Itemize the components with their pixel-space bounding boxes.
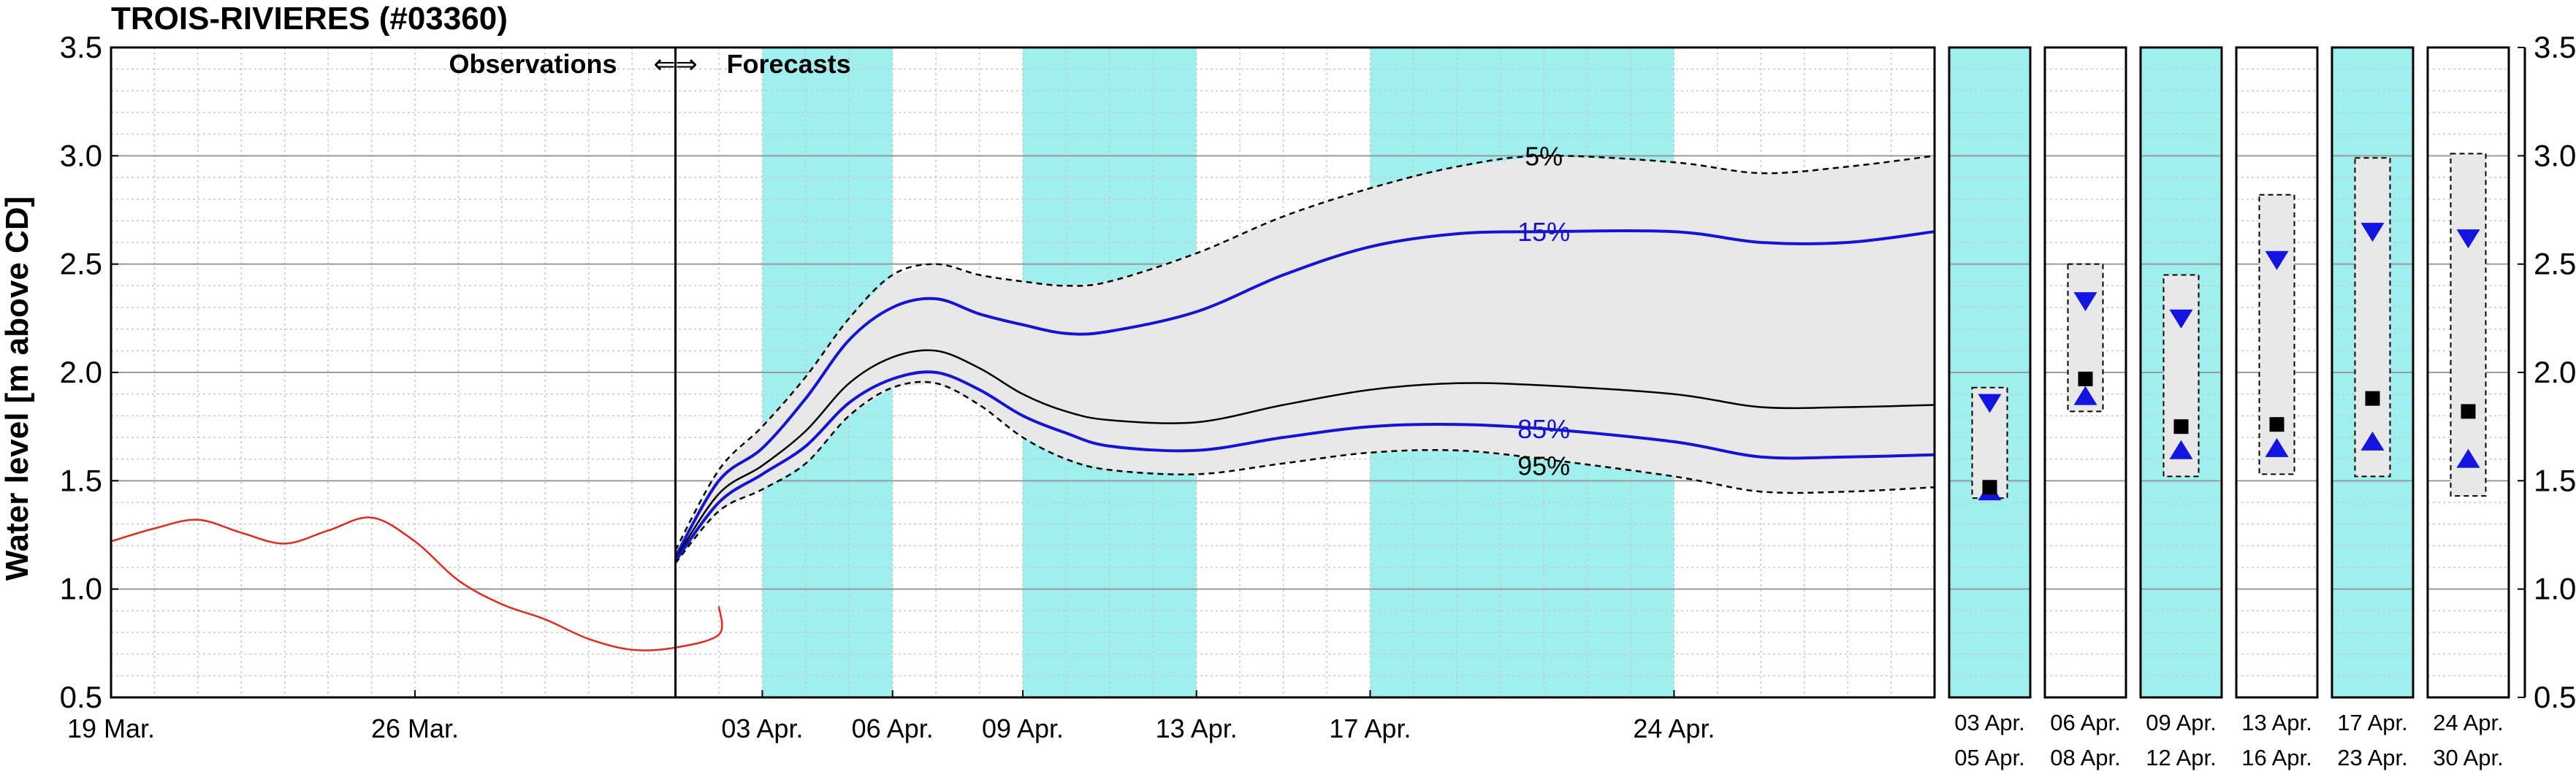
forecasts-label: Forecasts (727, 49, 851, 79)
y-axis-label: Water level [m above CD] (0, 196, 35, 581)
y-tick-label-left: 1.5 (60, 463, 102, 497)
y-tick-label-left: 1.0 (60, 572, 102, 606)
observations-line (110, 516, 723, 651)
period-label-start: 06 Apr. (2050, 710, 2121, 735)
plot-area: 5% 15% 85% 95% Observations ⇐⇒ Forecasts 0.5 0.5… (60, 30, 2576, 770)
y-tick-label-right: 1.5 (2534, 463, 2576, 497)
series-label: 95% (1517, 451, 1570, 481)
forecast-uncertainty-band (675, 156, 1935, 564)
series-line-5pct (674, 154, 1935, 551)
period-min-marker (2073, 386, 2097, 405)
y-tick-label-right: 3.5 (2534, 30, 2576, 64)
y-tick-label-left: 2.5 (60, 247, 102, 281)
series-label: 15% (1517, 217, 1570, 247)
y-tick-label-right: 2.0 (2534, 355, 2576, 389)
y-tick-label-right: 0.5 (2534, 680, 2576, 714)
period-median-marker (2269, 417, 2285, 432)
x-tick-label: 19 Mar. (67, 713, 155, 743)
period-range-box (2450, 153, 2487, 497)
x-tick-label: 09 Apr. (982, 713, 1064, 743)
period-max-marker (2265, 250, 2289, 270)
series-label: 85% (1517, 414, 1570, 444)
series-line-15pct (674, 229, 1935, 558)
x-tick-label: 06 Apr. (852, 713, 934, 743)
period-min-marker (2265, 437, 2289, 457)
period-panel: 24 Apr. 30 Apr. (2426, 46, 2510, 770)
x-tick-label: 26 Mar. (371, 713, 459, 743)
x-tick-label: 13 Apr. (1156, 713, 1238, 743)
period-median-marker (2078, 371, 2093, 386)
period-panel-frame (2139, 46, 2223, 699)
period-panel-frame (2235, 46, 2319, 699)
y-tick-label-left: 3.0 (60, 138, 102, 172)
period-label-end: 05 Apr. (1954, 745, 2025, 770)
period-label-start: 24 Apr. (2433, 710, 2504, 735)
period-label-end: 30 Apr. (2433, 745, 2504, 770)
period-range-box (2162, 274, 2200, 478)
x-tick-label: 24 Apr. (1633, 713, 1715, 743)
period-panel-frame (2426, 46, 2510, 699)
series-line-95pct (674, 380, 1935, 564)
period-label-end: 08 Apr. (2050, 745, 2121, 770)
period-panel-frame (2331, 46, 2415, 699)
period-panel: 13 Apr. 16 Apr. (2235, 46, 2319, 770)
period-label-start: 03 Apr. (1954, 710, 2025, 735)
chart-title: TROIS-RIVIERES (#03360) (111, 1, 508, 37)
period-max-marker (2456, 229, 2480, 249)
period-max-marker (2360, 223, 2385, 242)
period-panel-frame (1948, 46, 2032, 699)
period-range-box (1971, 386, 2008, 500)
period-label-start: 17 Apr. (2337, 710, 2408, 735)
y-tick-label-right: 1.0 (2534, 572, 2576, 606)
series-line-50pct (674, 349, 1935, 559)
period-label-start: 09 Apr. (2146, 710, 2217, 735)
period-min-marker (2360, 431, 2385, 451)
period-panel: 06 Apr. 08 Apr. (2043, 46, 2127, 770)
period-min-marker (2169, 440, 2193, 459)
period-median-marker (2461, 404, 2476, 419)
period-range-box (2067, 263, 2104, 413)
series-line-85pct (674, 370, 1935, 562)
period-max-marker (1978, 394, 2002, 413)
y-tick-label-left: 0.5 (60, 680, 102, 714)
period-max-marker (2073, 292, 2097, 312)
period-panel: 03 Apr. 05 Apr. (1948, 46, 2032, 770)
x-tick-label: 17 Apr. (1329, 713, 1411, 743)
direction-arrows: ⇐⇒ (653, 49, 697, 79)
x-tick-label: 03 Apr. (721, 713, 803, 743)
period-median-marker (1982, 480, 1997, 495)
period-median-marker (2173, 419, 2189, 435)
period-panel-frame (2043, 46, 2127, 699)
period-label-start: 13 Apr. (2241, 710, 2312, 735)
period-range-box (2354, 157, 2391, 478)
y-tick-label-right: 2.5 (2534, 247, 2576, 281)
period-label-end: 16 Apr. (2241, 745, 2312, 770)
period-max-marker (2169, 309, 2193, 329)
y-tick-label-left: 2.0 (60, 355, 102, 389)
period-label-end: 12 Apr. (2146, 745, 2217, 770)
y-tick-label-right: 3.0 (2534, 138, 2576, 172)
period-median-marker (2365, 391, 2380, 406)
period-label-end: 23 Apr. (2337, 745, 2408, 770)
observations-label: Observations (449, 49, 617, 79)
period-min-marker (2456, 448, 2480, 468)
period-panel: 17 Apr. 23 Apr. (2331, 46, 2415, 770)
period-range-box (2258, 194, 2295, 475)
period-panel: 09 Apr. 12 Apr. (2139, 46, 2223, 770)
series-label: 5% (1525, 141, 1563, 171)
y-tick-label-left: 3.5 (60, 30, 102, 64)
